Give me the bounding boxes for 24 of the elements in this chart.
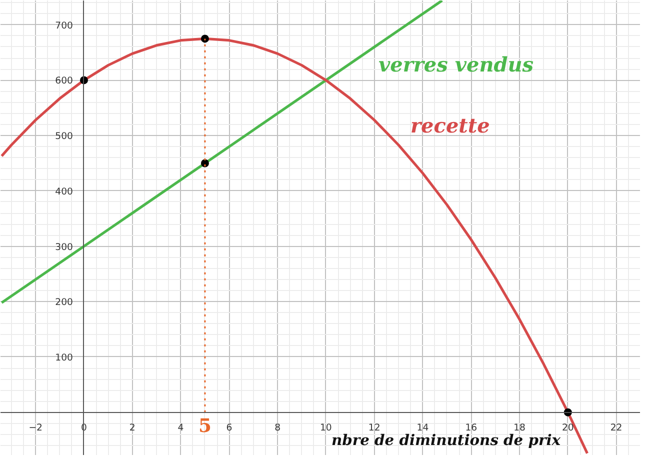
series-label: verres vendus: [378, 52, 534, 76]
x-tick-label: 6: [226, 422, 232, 434]
y-tick-label: 400: [55, 186, 74, 198]
x-tick-label: 8: [274, 422, 281, 434]
x-tick-label: 10: [320, 422, 332, 434]
y-tick-label: 100: [55, 352, 74, 364]
point: [200, 34, 209, 43]
x-tick-label: 14: [416, 422, 429, 434]
series-label: recette: [410, 114, 490, 138]
y-tick-label: 500: [55, 131, 74, 142]
y-tick-label: 300: [55, 242, 74, 253]
x-tick-label: 20: [562, 422, 574, 434]
y-tick-label: 200: [55, 297, 74, 308]
x-tick-label: 4: [178, 422, 184, 434]
y-tick-label: 600: [55, 76, 74, 87]
x-tick-label: −2: [28, 422, 42, 434]
x-tick-label: 12: [368, 422, 380, 434]
y-tick-label: 700: [55, 20, 74, 32]
x-tick-label: 18: [514, 422, 526, 434]
x-axis-title: nbre de diminutions de prix: [331, 432, 561, 449]
x-tick-label: 22: [610, 422, 622, 434]
ref-line-label: 5: [198, 414, 212, 437]
x-tick-label: 16: [465, 422, 478, 434]
x-tick-label: 2: [129, 422, 136, 434]
